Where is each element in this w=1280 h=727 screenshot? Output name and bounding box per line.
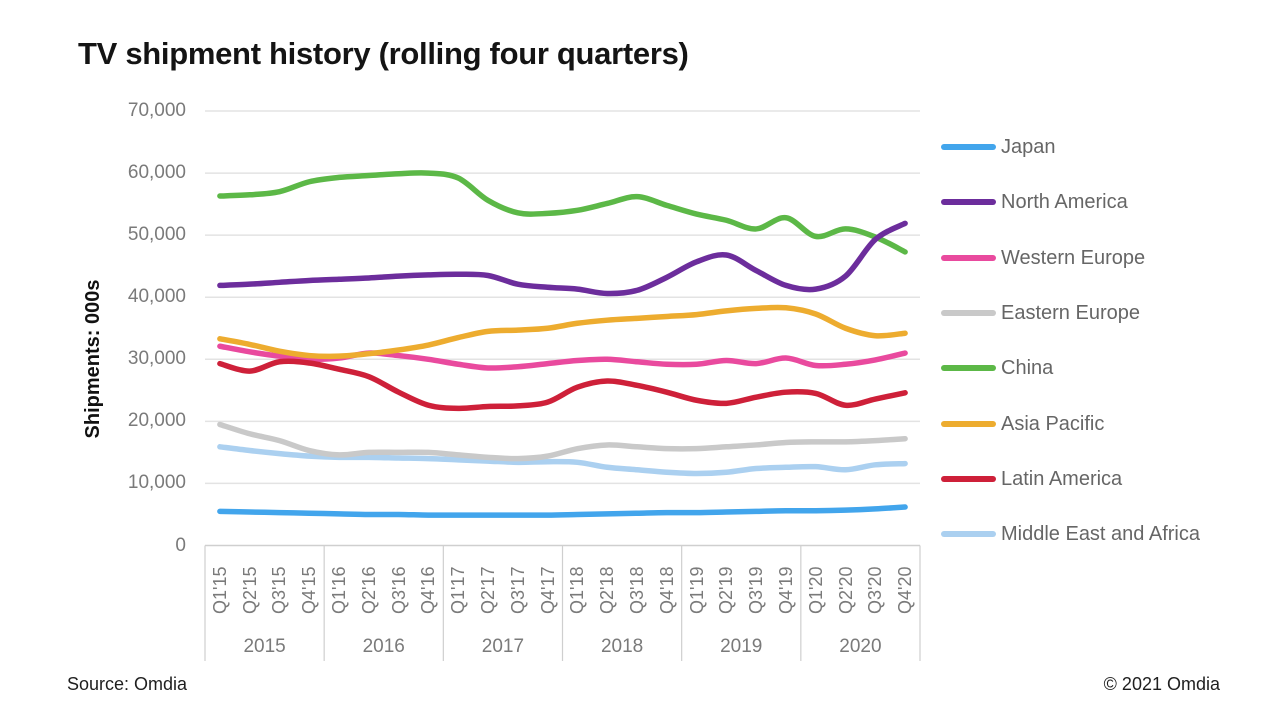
legend-item-asia-pacific: Asia Pacific bbox=[941, 414, 1104, 434]
legend-swatch-western-europe bbox=[941, 254, 996, 261]
legend-swatch-eastern-europe bbox=[941, 309, 996, 316]
y-tick-label: 60,000 bbox=[127, 162, 186, 184]
x-tick-label: Q4'17 bbox=[537, 566, 558, 614]
x-tick-label: Q3'19 bbox=[746, 566, 767, 614]
x-tick-label: Q3'15 bbox=[269, 566, 290, 614]
x-tick-label: Q4'16 bbox=[418, 566, 439, 614]
x-tick-label: Q2'15 bbox=[239, 566, 260, 614]
x-tick-label: Q2'18 bbox=[597, 566, 618, 614]
legend-swatch-china bbox=[941, 365, 996, 372]
x-tick-label: Q3'17 bbox=[507, 566, 528, 614]
x-tick-label: Q4'20 bbox=[895, 566, 916, 614]
series-line-asia-pacific bbox=[217, 304, 908, 360]
x-tick-label: Q3'20 bbox=[865, 566, 886, 614]
x-tick-label: Q3'16 bbox=[388, 566, 409, 614]
legend-swatch-north-america bbox=[941, 199, 996, 206]
copyright-note: © 2021 Omdia bbox=[1103, 674, 1220, 694]
legend-item-china: China bbox=[941, 358, 1053, 378]
year-label: 2020 bbox=[839, 636, 882, 657]
y-tick-label: 40,000 bbox=[127, 286, 186, 308]
y-tick-label: 30,000 bbox=[127, 348, 186, 370]
year-label: 2016 bbox=[362, 636, 405, 657]
chart-title: TV shipment history (rolling four quarte… bbox=[78, 36, 689, 71]
legend-label: Latin America bbox=[1001, 467, 1123, 490]
year-label: 2019 bbox=[720, 636, 763, 657]
y-tick-label: 70,000 bbox=[127, 100, 186, 121]
x-tick-label: Q2'16 bbox=[358, 566, 379, 614]
legend-item-north-america: North America bbox=[941, 192, 1128, 212]
series-line-china bbox=[217, 170, 908, 255]
legend-label: North America bbox=[1001, 191, 1128, 214]
x-tick-label: Q1'20 bbox=[805, 566, 826, 614]
legend-label: Asia Pacific bbox=[1001, 412, 1105, 435]
x-tick-label: Q2'17 bbox=[478, 566, 499, 614]
legend-swatch-japan bbox=[941, 144, 996, 150]
year-label: 2015 bbox=[243, 636, 286, 657]
legend-label: Western Europe bbox=[1001, 246, 1146, 269]
x-tick-label: Q1'19 bbox=[686, 566, 707, 614]
x-tick-label: Q4'15 bbox=[299, 566, 320, 614]
x-tick-label: Q1'16 bbox=[329, 566, 350, 614]
y-tick-label: 20,000 bbox=[127, 410, 186, 432]
y-tick-label: 10,000 bbox=[127, 472, 186, 494]
legend-label: Eastern Europe bbox=[1001, 301, 1140, 324]
y-tick-label: 0 bbox=[175, 534, 186, 556]
year-label: 2017 bbox=[481, 636, 525, 657]
legend-swatch-asia-pacific bbox=[941, 420, 996, 427]
series-line-eastern-europe bbox=[217, 421, 908, 462]
legend-item-western-europe: Western Europe bbox=[941, 248, 1145, 268]
legend-label: Middle East and Africa bbox=[1001, 523, 1200, 546]
x-tick-label: Q2'20 bbox=[835, 566, 856, 614]
legend-swatch-middle-east-and-africa bbox=[941, 531, 996, 538]
series-line-north-america bbox=[217, 220, 908, 297]
x-tick-label: Q4'18 bbox=[656, 566, 677, 614]
legend-item-latin-america: Latin America bbox=[941, 469, 1122, 489]
x-tick-label: Q1'15 bbox=[209, 566, 230, 614]
x-tick-label: Q4'19 bbox=[775, 566, 796, 614]
legend-swatch-latin-america bbox=[941, 475, 996, 482]
series-line-japan bbox=[217, 504, 908, 518]
y-tick-label: 50,000 bbox=[127, 224, 186, 246]
x-tick-label: Q3'18 bbox=[626, 566, 647, 614]
legend-item-eastern-europe: Eastern Europe bbox=[941, 303, 1140, 323]
legend-item-middle-east-and-africa: Middle East and Africa bbox=[941, 524, 1200, 544]
legend-label: China bbox=[1001, 357, 1054, 380]
x-tick-label: Q2'19 bbox=[716, 566, 737, 614]
legend-label: Japan bbox=[1001, 136, 1056, 158]
x-tick-label: Q1'18 bbox=[567, 566, 588, 614]
x-tick-label: Q1'17 bbox=[448, 566, 469, 614]
year-label: 2018 bbox=[600, 636, 644, 657]
series-line-latin-america bbox=[217, 358, 908, 412]
source-note: Source: Omdia bbox=[67, 674, 188, 694]
legend-item-japan: Japan bbox=[941, 137, 1056, 157]
